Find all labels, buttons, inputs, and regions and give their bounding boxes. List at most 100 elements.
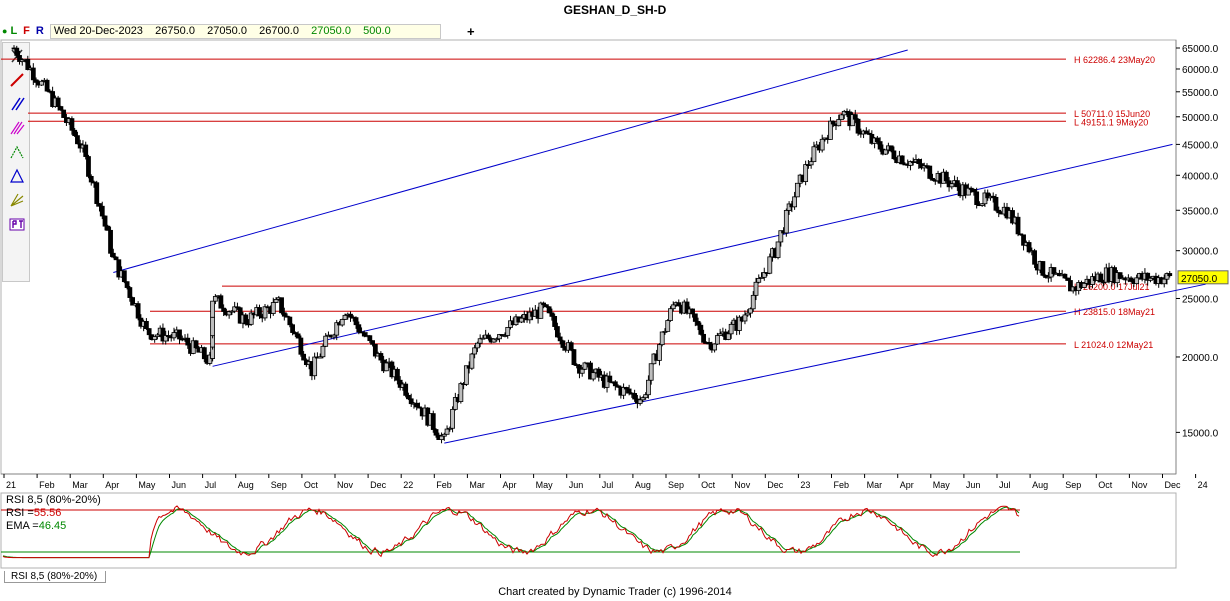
price-bar-body bbox=[692, 313, 698, 322]
price-bar-body bbox=[312, 356, 318, 377]
tab-rsi[interactable]: RSI 8,5 (80%-20%) bbox=[4, 571, 107, 583]
time-tick-label: Feb bbox=[39, 480, 55, 490]
price-bar-body bbox=[571, 349, 577, 366]
price-bar-body bbox=[808, 161, 814, 166]
line-icon[interactable] bbox=[5, 68, 29, 91]
price-bar-body bbox=[1026, 242, 1032, 253]
price-bar-body bbox=[287, 316, 293, 326]
price-bar-body bbox=[1015, 216, 1021, 235]
time-tick-label: Jul bbox=[999, 480, 1011, 490]
time-tick-label: Jun bbox=[966, 480, 981, 490]
price-bar-body bbox=[1117, 272, 1123, 279]
time-tick-label: Sep bbox=[1065, 480, 1081, 490]
price-bar-body bbox=[185, 337, 191, 346]
quote-low: 26700.0 bbox=[259, 24, 299, 37]
price-bar-body bbox=[39, 80, 44, 86]
time-tick-label: Apr bbox=[105, 480, 119, 490]
pt-icon[interactable] bbox=[5, 212, 29, 235]
price-bar-body bbox=[458, 383, 464, 402]
abc-icon[interactable] bbox=[5, 140, 29, 163]
price-bar-body bbox=[226, 311, 232, 316]
price-bar-body bbox=[1043, 274, 1049, 278]
price-bar-body bbox=[1081, 282, 1087, 288]
horizontal-level-label: L 50711.0 15Jun20 bbox=[1074, 109, 1150, 119]
price-bar-body bbox=[668, 308, 673, 321]
time-tick-label: Oct bbox=[304, 480, 319, 490]
time-tick-label: Nov bbox=[1131, 480, 1148, 490]
time-icon[interactable] bbox=[5, 92, 29, 115]
price-bar-body bbox=[1134, 277, 1140, 285]
time-tick-label: Mar bbox=[72, 480, 88, 490]
price-bar-body bbox=[640, 397, 646, 401]
price-bar-body bbox=[965, 187, 971, 196]
price-tick-label: 55000.0 bbox=[1182, 88, 1219, 99]
status-dot-icon: ● bbox=[2, 26, 8, 36]
time-tick-label: 23 bbox=[800, 480, 810, 490]
price-bar-body bbox=[643, 394, 649, 399]
price-bar-body bbox=[99, 205, 105, 217]
price-bar-body bbox=[541, 302, 546, 306]
price-bar-body bbox=[367, 335, 373, 342]
price-bar-body bbox=[1128, 277, 1134, 282]
price-bar-body bbox=[701, 333, 706, 343]
horizontal-level-label: L 49151.1 9May20 bbox=[1074, 117, 1148, 127]
time-tick-label: Jul bbox=[602, 480, 614, 490]
price-bar-body bbox=[72, 129, 78, 137]
price-bar-body bbox=[968, 187, 974, 190]
time-tick-label: Oct bbox=[701, 480, 716, 490]
price-bar-body bbox=[1018, 233, 1024, 236]
price-bar-body bbox=[395, 368, 400, 381]
price-tick-label: 45000.0 bbox=[1182, 140, 1219, 151]
price-bar-body bbox=[1045, 276, 1051, 279]
price-bar-body bbox=[177, 329, 182, 340]
price-bar-body bbox=[257, 307, 262, 317]
price-bar-body bbox=[75, 135, 80, 145]
price-bar-body bbox=[463, 365, 469, 385]
pitchfork-icon[interactable] bbox=[5, 116, 29, 139]
price-bar-body bbox=[657, 344, 662, 361]
rsi-title: RSI 8,5 (80%-20%) bbox=[6, 494, 101, 506]
price-bar-body bbox=[794, 182, 800, 198]
price-bar-body bbox=[447, 427, 453, 430]
line-toggle-button[interactable]: L bbox=[10, 25, 18, 37]
price-bar-body bbox=[588, 362, 593, 380]
time-tick-label: Aug bbox=[1032, 480, 1048, 490]
price-bar-body bbox=[166, 335, 171, 338]
time-tick-label: Dec bbox=[767, 480, 784, 490]
rsi-legend: RSI 8,5 (80%-20%) RSI =55.56 EMA =46.45 bbox=[6, 494, 101, 533]
fib-toggle-button[interactable]: F bbox=[23, 25, 30, 37]
price-bar-body bbox=[124, 281, 130, 288]
price-bar-body bbox=[888, 145, 894, 152]
price-bar-body bbox=[883, 149, 889, 155]
price-bar-body bbox=[568, 342, 574, 350]
price-bar-body bbox=[408, 398, 414, 405]
price-bar-body bbox=[866, 132, 872, 135]
rsi-line bbox=[2, 505, 1020, 559]
price-bar-body bbox=[646, 379, 651, 396]
price-bar-body bbox=[1068, 280, 1073, 292]
price-bar-body bbox=[519, 317, 524, 323]
price-bar-body bbox=[626, 388, 632, 394]
quote-open: 26750.0 bbox=[155, 24, 195, 37]
price-bar-body bbox=[839, 114, 844, 120]
add-button[interactable]: + bbox=[467, 24, 475, 39]
gann-icon[interactable] bbox=[5, 188, 29, 211]
price-bar-body bbox=[1098, 273, 1104, 283]
time-tick-label: Apr bbox=[503, 480, 517, 490]
time-tick-label: Dec bbox=[370, 480, 387, 490]
time-tick-label: Aug bbox=[635, 480, 651, 490]
last-price-label: 27050.0 bbox=[1181, 274, 1218, 285]
price-tick-label: 15000.0 bbox=[1182, 428, 1219, 439]
price-bar-body bbox=[472, 347, 478, 355]
price-bar-body bbox=[116, 259, 122, 278]
price-bar-body bbox=[348, 313, 353, 318]
price-bar-body bbox=[403, 383, 409, 396]
price-bar-body bbox=[383, 362, 389, 372]
price-bar-body bbox=[155, 334, 160, 337]
price-bar-body bbox=[108, 229, 113, 254]
price-bar-body bbox=[499, 334, 505, 337]
ratio-icon[interactable] bbox=[5, 164, 29, 187]
price-bar-body bbox=[171, 332, 177, 339]
ratio-toggle-button[interactable]: R bbox=[35, 25, 44, 37]
